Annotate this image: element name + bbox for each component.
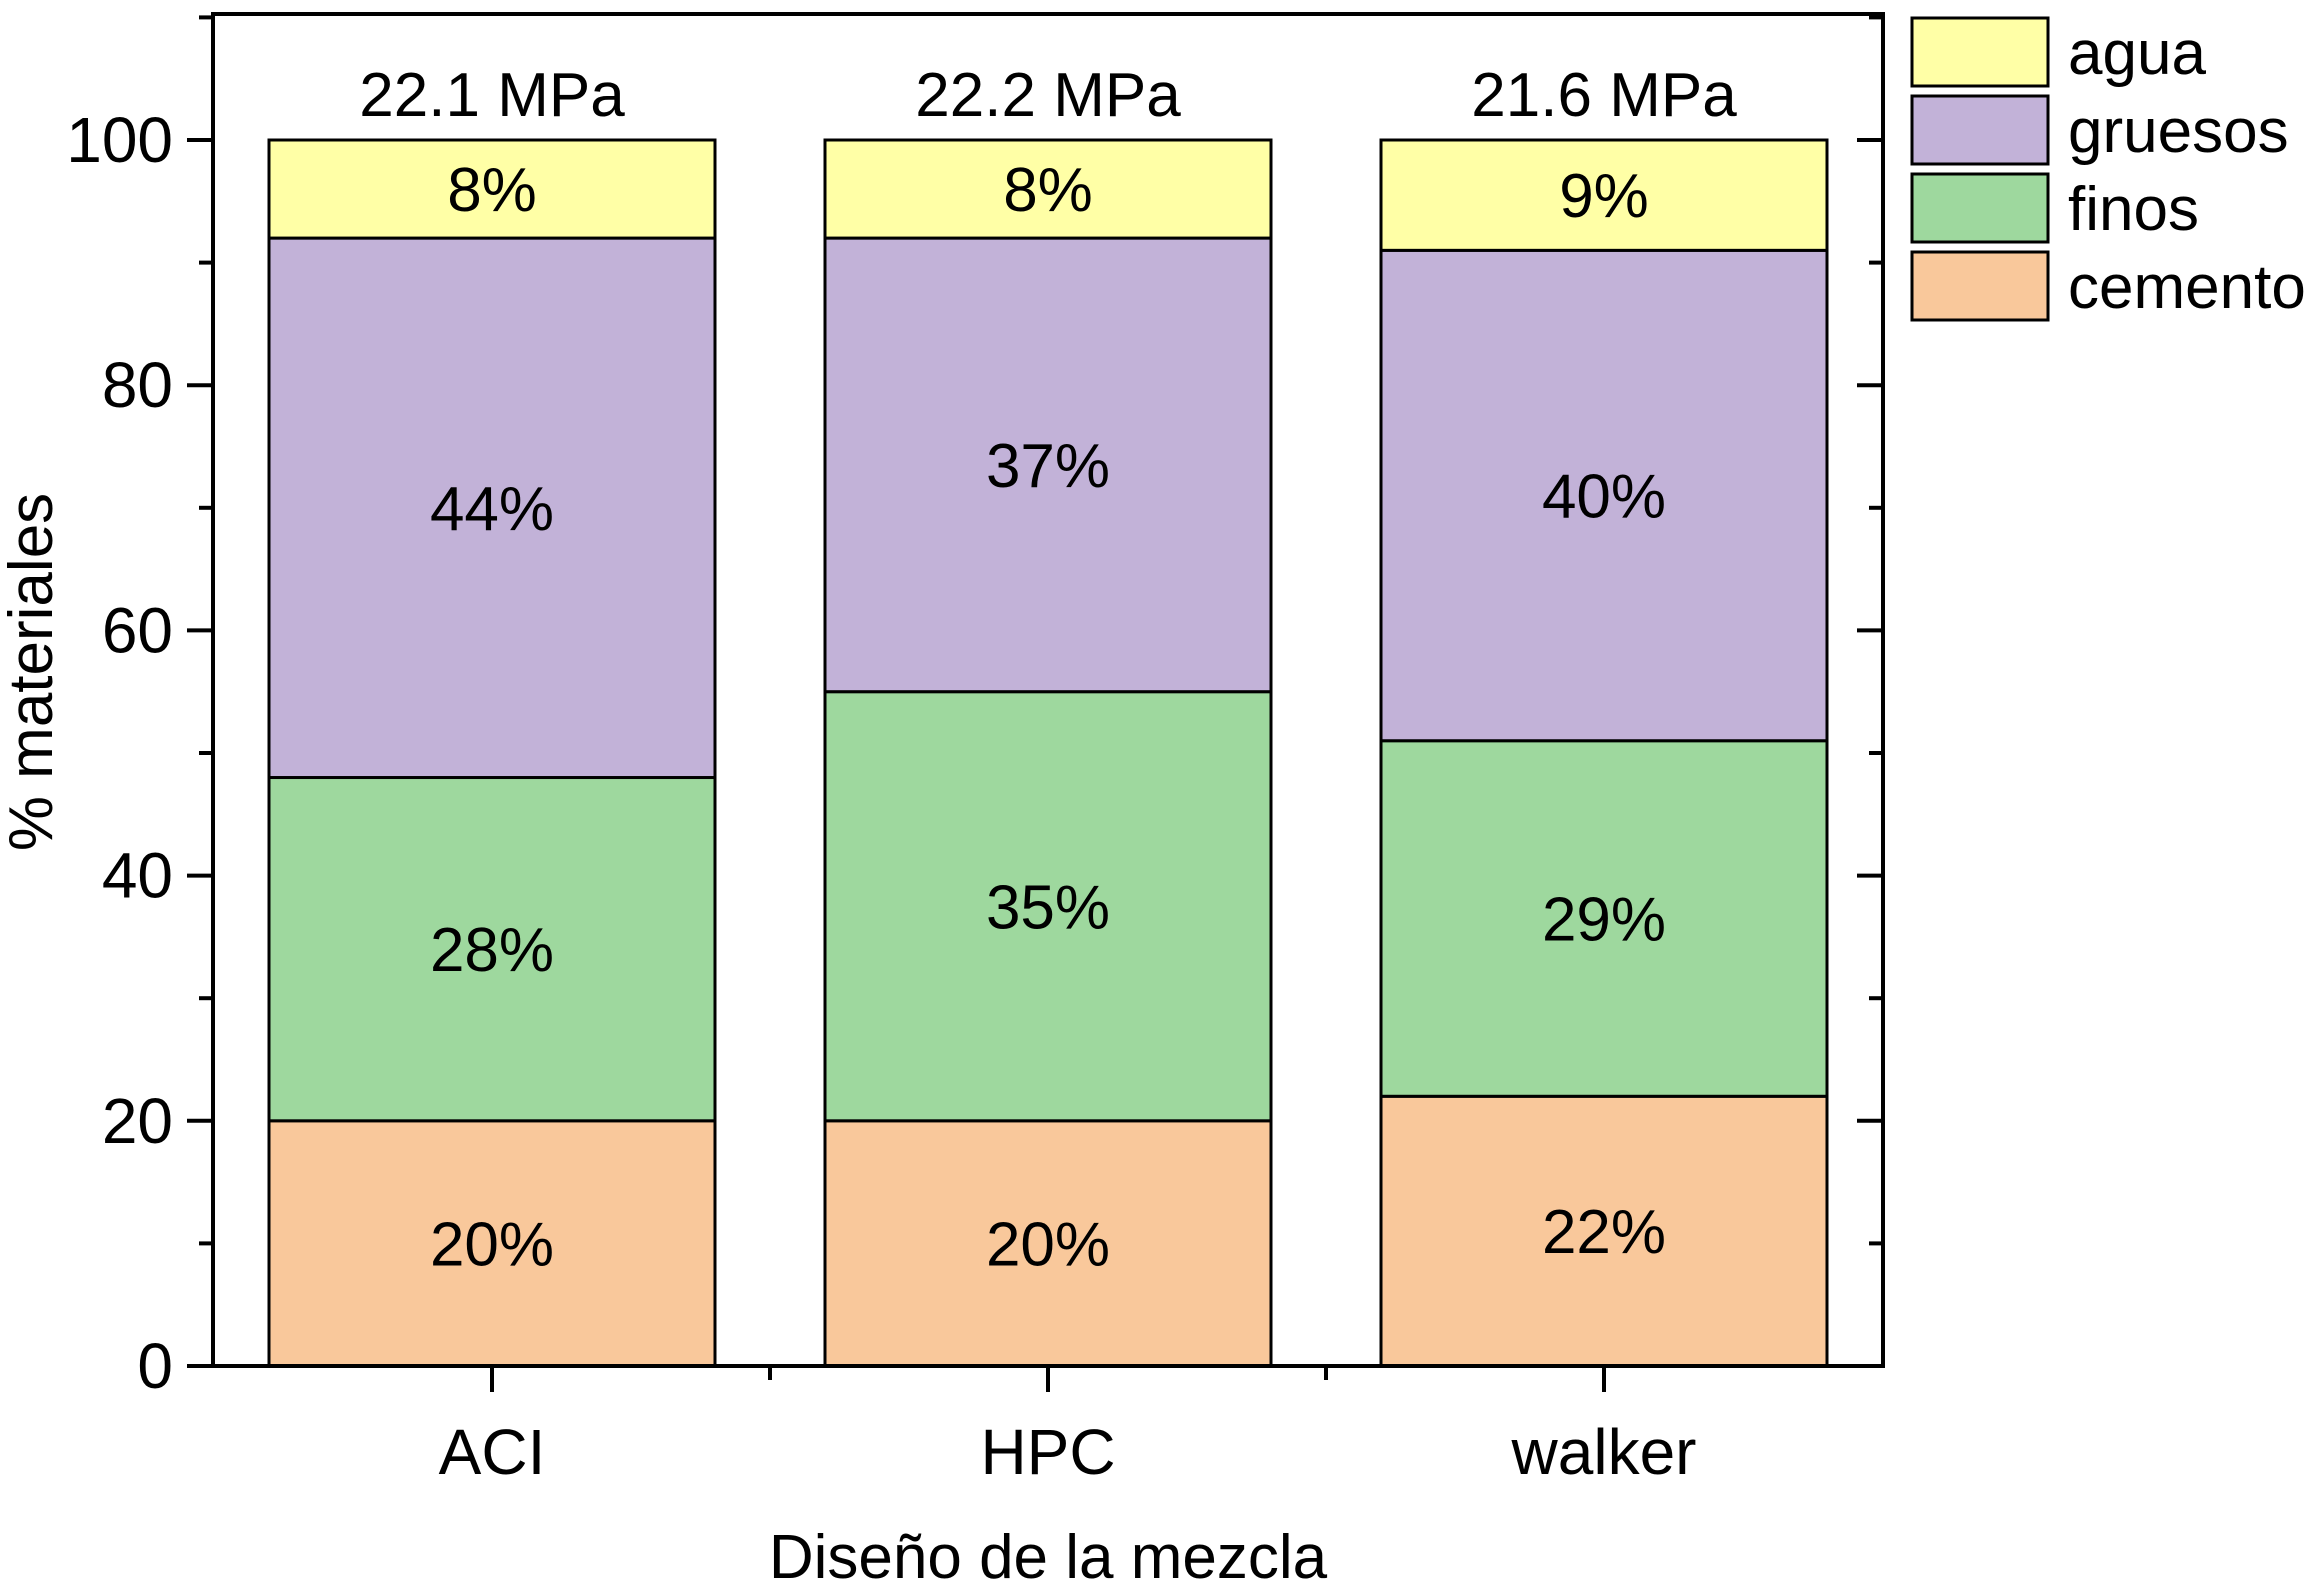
segment-label-agua-ACI: 8%: [447, 156, 537, 225]
y-tick-label: 40: [102, 840, 173, 912]
segment-labels-layer: 20% 28% 44% 8% 20% 35% 37% 8% 22% 29% 40% 9%: [430, 156, 1666, 1279]
bar-segment-agua-walker: [1379, 138, 1829, 252]
bar-segment-gruesos-walker: [1379, 248, 1829, 743]
bar-segment-cemento-HPC: [823, 1119, 1273, 1368]
x-tick-label-walker: walker: [1511, 1416, 1697, 1488]
legend-swatch-gruesos: [1910, 94, 2050, 166]
strength-label-HPC: 22.2 MPa: [915, 61, 1181, 130]
segment-label-agua-walker: 9%: [1559, 162, 1649, 231]
segment-label-gruesos-walker: 40%: [1542, 463, 1666, 532]
y-tick-label: 20: [102, 1085, 173, 1157]
legend-swatch-finos: [1910, 172, 2050, 244]
bar-segment-finos-ACI: [267, 776, 717, 1123]
legend-label-agua: agua: [2068, 19, 2206, 88]
segment-label-finos-HPC: 35%: [986, 873, 1110, 942]
bar-segment-gruesos-HPC: [823, 236, 1273, 694]
legend: agua gruesos finos cemento: [1910, 16, 2306, 322]
x-axis-title: Diseño de la mezcla: [769, 1523, 1328, 1584]
legend-swatch-agua: [1910, 16, 2050, 88]
segment-label-finos-ACI: 28%: [430, 916, 554, 985]
y-tick-label: 0: [137, 1330, 173, 1402]
segment-label-cemento-walker: 22%: [1542, 1198, 1666, 1267]
axes-layer: 0 20 40 60 80 100 ACI HPC walker: [66, 12, 1885, 1488]
bar-segment-finos-walker: [1379, 739, 1829, 1098]
bar-annotations-layer: 22.1 MPa 22.2 MPa 21.6 MPa: [359, 61, 1737, 130]
y-tick-label: 100: [66, 104, 173, 176]
bar-segment-finos-HPC: [823, 690, 1273, 1123]
y-tick-label: 60: [102, 594, 173, 666]
legend-label-finos: finos: [2068, 175, 2199, 244]
legend-swatch-cemento: [1910, 250, 2050, 322]
strength-label-walker: 21.6 MPa: [1471, 61, 1737, 130]
bars-layer: [267, 138, 1829, 1368]
bar-segment-agua-ACI: [267, 138, 717, 240]
legend-label-cemento: cemento: [2068, 253, 2306, 322]
bar-segment-cemento-ACI: [267, 1119, 717, 1368]
strength-label-ACI: 22.1 MPa: [359, 61, 625, 130]
segment-label-gruesos-HPC: 37%: [986, 432, 1110, 501]
legend-label-gruesos: gruesos: [2068, 97, 2289, 166]
y-axis-title: % materiales: [0, 493, 66, 851]
x-tick-label-ACI: ACI: [439, 1416, 546, 1488]
segment-label-cemento-HPC: 20%: [986, 1210, 1110, 1279]
segment-label-agua-HPC: 8%: [1003, 156, 1093, 225]
bar-segment-agua-HPC: [823, 138, 1273, 240]
segment-label-gruesos-ACI: 44%: [430, 475, 554, 544]
x-tick-label-HPC: HPC: [980, 1416, 1115, 1488]
segment-label-finos-walker: 29%: [1542, 886, 1666, 955]
y-tick-label: 80: [102, 349, 173, 421]
segment-label-cemento-ACI: 20%: [430, 1210, 554, 1279]
